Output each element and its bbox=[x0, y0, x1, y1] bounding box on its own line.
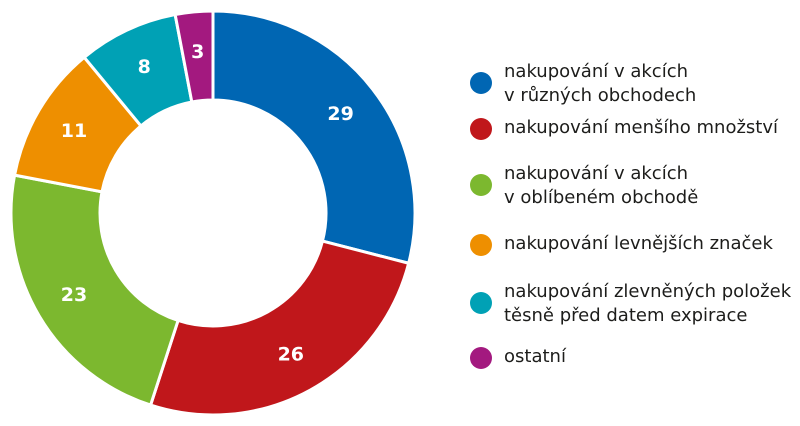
legend-label-5: nakupování zlevněných položek těsně před … bbox=[504, 280, 791, 328]
slice-label-4: 11 bbox=[61, 120, 87, 142]
legend-item-1: nakupování v akcích v různých obchodech bbox=[470, 60, 696, 108]
legend: nakupování v akcích v různých obchodech na… bbox=[470, 0, 798, 426]
legend-label-line: těsně před datem expirace bbox=[504, 305, 748, 326]
legend-swatch-6 bbox=[470, 347, 492, 369]
slice-3 bbox=[9, 173, 180, 408]
legend-label-line: nakupování v akcích bbox=[504, 61, 688, 82]
legend-label-line: nakupování v akcích bbox=[504, 163, 688, 184]
legend-label-1: nakupování v akcích v různých obchodech bbox=[504, 60, 696, 108]
slice-label-2: 26 bbox=[278, 344, 304, 366]
legend-swatch-5 bbox=[470, 292, 492, 314]
legend-item-5: nakupování zlevněných položek těsně před … bbox=[470, 280, 791, 328]
legend-item-2: nakupování menšího množství bbox=[470, 116, 778, 140]
legend-swatch-4 bbox=[470, 234, 492, 256]
donut-slices bbox=[9, 9, 417, 417]
legend-label-2: nakupování menšího množství bbox=[504, 116, 778, 140]
slice-label-5: 8 bbox=[138, 56, 151, 78]
legend-label-4: nakupování levnějších značek bbox=[504, 232, 773, 256]
legend-item-6: ostatní bbox=[470, 345, 566, 369]
legend-label-line: v různých obchodech bbox=[504, 85, 697, 106]
slice-2 bbox=[148, 239, 411, 417]
legend-label-line: nakupování menšího množství bbox=[504, 117, 778, 138]
legend-swatch-3 bbox=[470, 174, 492, 196]
legend-label-line: ostatní bbox=[504, 346, 566, 367]
legend-label-3: nakupování v akcích v oblíbeném obchodě bbox=[504, 162, 698, 210]
slice-label-1: 29 bbox=[327, 103, 353, 125]
slice-label-6: 3 bbox=[191, 41, 204, 63]
slice-label-3: 23 bbox=[61, 284, 87, 306]
legend-label-line: v oblíbeném obchodě bbox=[504, 187, 699, 208]
legend-item-4: nakupování levnějších značek bbox=[470, 232, 773, 256]
legend-swatch-1 bbox=[470, 72, 492, 94]
legend-label-line: nakupování levnějších značek bbox=[504, 233, 773, 254]
donut-chart: 29 26 23 11 8 3 bbox=[9, 9, 417, 417]
slice-labels: 29 26 23 11 8 3 bbox=[61, 41, 354, 365]
slice-6 bbox=[173, 9, 215, 104]
slice-1 bbox=[211, 9, 417, 266]
legend-swatch-2 bbox=[470, 118, 492, 140]
legend-label-line: nakupování zlevněných položek bbox=[504, 281, 792, 302]
legend-label-6: ostatní bbox=[504, 345, 566, 369]
legend-item-3: nakupování v akcích v oblíbeném obchodě bbox=[470, 162, 698, 210]
